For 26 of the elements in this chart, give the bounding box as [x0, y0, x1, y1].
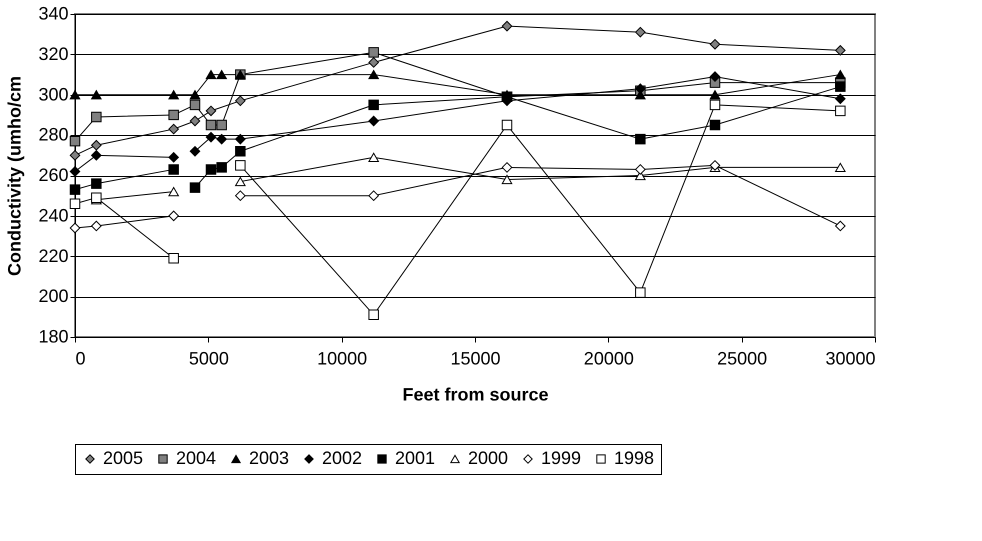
y-tick-label: 340 [38, 4, 68, 24]
y-tick-label: 220 [38, 246, 68, 266]
x-tick-label: 20000 [584, 348, 634, 368]
x-tick-label: 10000 [317, 348, 368, 368]
legend-label: 2000 [468, 448, 508, 468]
y-tick-label: 200 [38, 286, 68, 306]
y-tick-label: 300 [38, 84, 68, 104]
legend-label: 2005 [103, 448, 144, 468]
y-axis-title: Conductivity (umho/cm [4, 76, 24, 276]
y-tick-label: 320 [38, 44, 68, 64]
x-tick-label: 0 [76, 348, 86, 368]
y-tick-label: 280 [38, 124, 68, 145]
x-tick-label: 5000 [188, 348, 229, 368]
x-tick-label: 30000 [825, 348, 876, 368]
y-tick-label: 260 [38, 165, 68, 185]
legend-label: 2004 [176, 448, 216, 468]
y-tick-label: 180 [38, 326, 68, 346]
x-tick-label: 25000 [717, 348, 768, 368]
y-tick-label: 240 [38, 205, 68, 226]
legend-label: 2002 [322, 448, 362, 468]
legend-label: 2001 [395, 448, 436, 468]
x-axis-title: Feet from source [402, 384, 549, 404]
legend-label: 1999 [541, 448, 582, 468]
legend-label: 1998 [614, 448, 654, 468]
legend-label: 2003 [249, 448, 290, 468]
x-tick-label: 15000 [450, 348, 501, 368]
